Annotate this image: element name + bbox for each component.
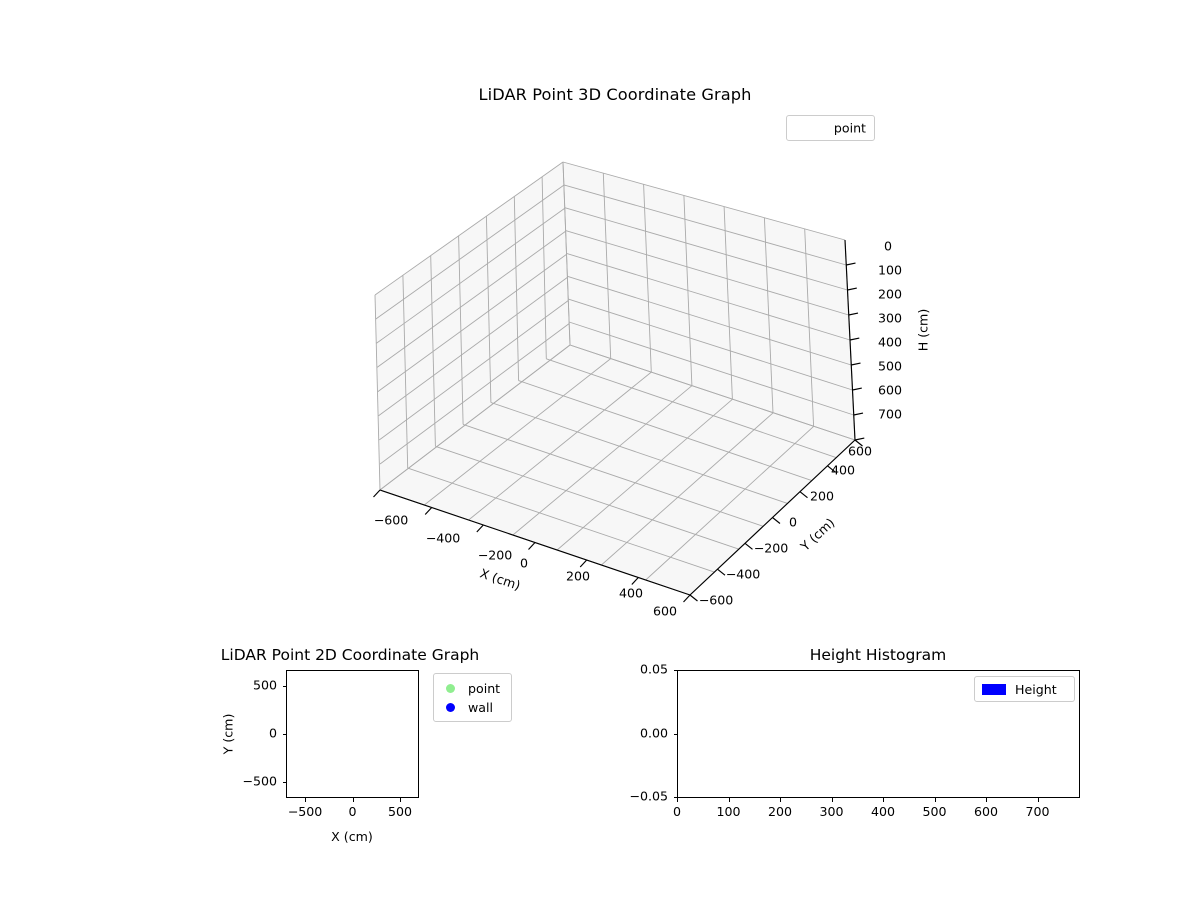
- plot-2d-axes: [286, 670, 419, 798]
- z-tick-label-7: 700: [878, 406, 903, 422]
- plot-2d-y-tickmark-2: [282, 782, 286, 783]
- plot-hist-x-tick-label-3: 300: [819, 804, 844, 819]
- x-tick-label-1: −400: [425, 530, 461, 546]
- z-tick-label-6: 600: [878, 382, 903, 398]
- x-tick-label-6: 600: [652, 603, 678, 619]
- y-tick-label-4: 200: [809, 488, 835, 504]
- plot-hist-x-tickmark-2: [780, 798, 781, 802]
- plot-hist-x-tick-label-0: 0: [672, 804, 682, 819]
- plot-hist-y-tickmark-0: [673, 670, 677, 671]
- plot-2d-y-tickmark-1: [282, 734, 286, 735]
- plot-2d-legend[interactable]: point wall: [433, 673, 512, 722]
- plot-hist-x-tickmark-3: [831, 798, 833, 802]
- plot-2d-x-tick-label-1: 0: [348, 804, 357, 819]
- legend-label-point: point: [468, 680, 501, 696]
- z-axis-spine: [844, 239, 856, 441]
- plot-hist-x-tick-label-6: 600: [973, 804, 999, 819]
- y-axis-label: Y (cm): [797, 515, 838, 554]
- back-wall-pane: [563, 162, 855, 440]
- plot-hist-x-tickmark-5: [934, 798, 936, 802]
- plot-hist-title: Height Histogram: [809, 646, 947, 664]
- plot-2d-y-tickmark-0: [282, 686, 286, 687]
- legend-item-point[interactable]: point: [434, 678, 511, 698]
- plot-2d-y-axis-label: Y (cm): [220, 713, 236, 755]
- y-tick-label-0: −600: [698, 592, 734, 608]
- left-wall-pane: [375, 162, 570, 490]
- y-tick-label-2: −200: [753, 540, 789, 556]
- x-tick-label-5: 400: [618, 585, 644, 601]
- plot-2d-y-tick-label-1: 0: [268, 725, 277, 741]
- plot-hist-x-tickmark-7: [1037, 798, 1039, 802]
- legend-item-height[interactable]: Height: [975, 677, 1074, 701]
- plot-2d-y-tick-label-0: 500: [252, 677, 277, 693]
- plot-2d-x-axis-label: X (cm): [331, 829, 373, 844]
- plot-hist-y-tick-label-2: −0.05: [629, 788, 668, 804]
- plot-hist-x-tickmark-0: [677, 798, 678, 802]
- x-tick-label-0: −600: [373, 512, 409, 528]
- plot-2d-x-tick-label-2: 500: [387, 804, 413, 819]
- z-axis-label: H (cm): [915, 308, 931, 352]
- plot-hist-x-tick-label-5: 500: [922, 804, 947, 819]
- z-axis-ticks: [846, 262, 865, 441]
- plot-3d-legend[interactable]: point: [786, 115, 875, 141]
- y-tick-label-6: 600: [847, 443, 873, 459]
- plot-hist-y-tick-label-0: 0.05: [639, 661, 668, 677]
- plot-hist-y-tickmark-2: [673, 797, 677, 798]
- y-tick-label-3: 0: [788, 514, 798, 530]
- plot-hist-y-tick-label-1: 0.00: [639, 725, 668, 741]
- height-bar-swatch-icon: [982, 683, 1006, 695]
- x-tick-label-4: 200: [565, 568, 591, 584]
- plot-hist-x-tickmark-4: [883, 798, 884, 802]
- plot-hist-x-tickmark-6: [986, 798, 987, 802]
- legend-label-wall: wall: [468, 699, 494, 715]
- z-tick-label-3: 300: [878, 310, 903, 326]
- z-tick-label-2: 200: [878, 286, 903, 302]
- plot-hist-x-tick-label-2: 200: [767, 804, 793, 819]
- y-tick-label-1: −400: [725, 566, 761, 582]
- z-tick-label-5: 500: [878, 358, 903, 374]
- legend-item-wall[interactable]: wall: [434, 697, 511, 717]
- plot-hist-x-tick-label-7: 700: [1025, 804, 1050, 819]
- plot-hist-y-tickmark-1: [673, 734, 677, 735]
- x-axis-label: X (cm): [478, 565, 523, 594]
- plot-3d-title: LiDAR Point 3D Coordinate Graph: [478, 85, 752, 104]
- floor-pane: [380, 345, 855, 595]
- z-tick-label-1: 100: [878, 262, 903, 278]
- plot-2d-y-tick-label-2: −500: [242, 773, 277, 789]
- point-marker-icon: [446, 683, 455, 693]
- plot-hist-legend[interactable]: Height: [974, 676, 1075, 702]
- plot-2d-x-tickmark-0: [305, 798, 306, 802]
- y-tick-label-5: 400: [830, 462, 856, 478]
- legend-label-point: point: [833, 120, 866, 136]
- plot-2d-x-tick-label-0: −500: [287, 804, 323, 819]
- x-tick-label-2: −200: [477, 547, 513, 563]
- plot-hist-x-tick-label-4: 400: [870, 804, 896, 819]
- z-tick-label-0: 0: [884, 238, 893, 254]
- plot-hist-x-tick-label-1: 100: [716, 804, 741, 819]
- plot-hist-x-tickmark-1: [728, 798, 730, 802]
- plot-2d-x-tickmark-1: [352, 798, 354, 802]
- plot-2d-x-tickmark-2: [400, 798, 401, 802]
- z-tick-label-4: 400: [878, 334, 903, 350]
- plot-2d-title: LiDAR Point 2D Coordinate Graph: [220, 646, 480, 664]
- wall-marker-icon: [446, 702, 455, 712]
- legend-label-height: Height: [1015, 681, 1057, 697]
- x-tick-label-3: 0: [519, 555, 529, 571]
